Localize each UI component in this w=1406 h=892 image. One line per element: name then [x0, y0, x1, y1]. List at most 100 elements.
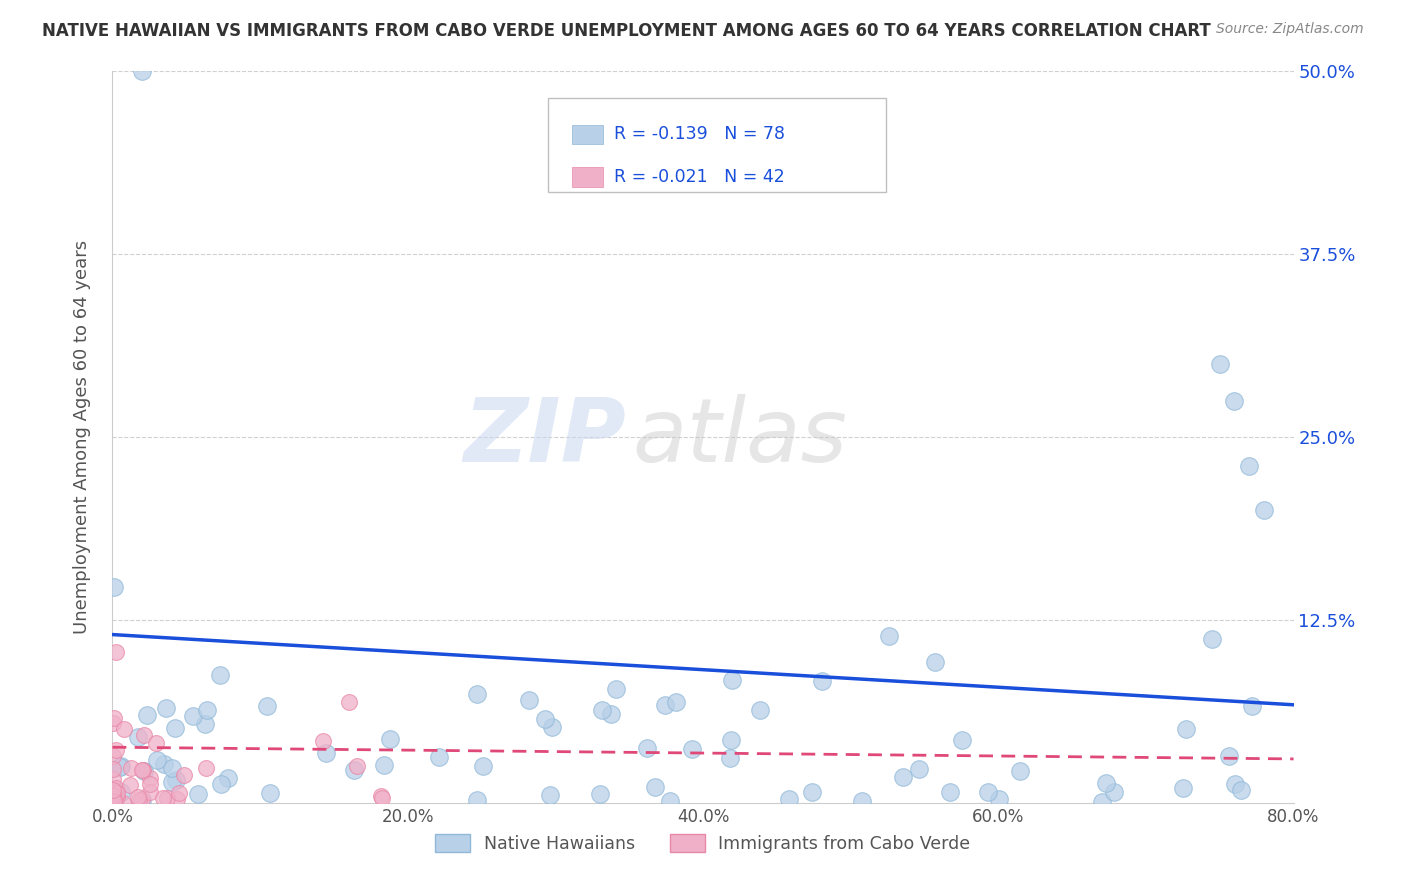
Point — [155, 701, 177, 715]
Text: atlas: atlas — [633, 394, 846, 480]
Point — [749, 702, 772, 716]
Point — [1239, 459, 1261, 474]
Point — [343, 763, 366, 777]
Point — [465, 687, 488, 701]
Point — [105, 743, 128, 757]
Point — [104, 791, 127, 805]
Point — [103, 789, 125, 803]
Point — [977, 785, 1000, 799]
Point — [167, 785, 190, 799]
Point — [1010, 764, 1032, 778]
Text: R = -0.021   N = 42: R = -0.021 N = 42 — [614, 168, 785, 186]
Point — [1201, 632, 1223, 646]
Point — [541, 720, 564, 734]
Y-axis label: Unemployment Among Ages 60 to 64 years: Unemployment Among Ages 60 to 64 years — [73, 240, 91, 634]
Point — [939, 785, 962, 799]
Point — [1230, 783, 1253, 797]
Point — [156, 790, 179, 805]
Point — [801, 785, 824, 799]
Point — [950, 732, 973, 747]
Point — [681, 742, 703, 756]
Point — [1171, 780, 1194, 795]
Point — [160, 775, 183, 789]
Point — [131, 793, 153, 807]
Point — [472, 759, 495, 773]
Point — [644, 780, 666, 795]
Point — [152, 790, 174, 805]
Point — [373, 758, 395, 772]
Point — [312, 734, 335, 748]
Point — [337, 695, 360, 709]
Point — [173, 768, 195, 782]
Point — [519, 692, 541, 706]
Point — [194, 716, 217, 731]
Point — [104, 784, 127, 798]
Point — [924, 656, 946, 670]
Point — [101, 762, 124, 776]
Point — [315, 746, 337, 760]
Point — [538, 788, 561, 802]
Point — [127, 730, 149, 744]
Point — [110, 760, 132, 774]
Point — [877, 629, 900, 643]
Point — [197, 703, 219, 717]
Point — [165, 722, 187, 736]
Point — [987, 791, 1010, 805]
Point — [380, 731, 402, 746]
Point — [427, 750, 450, 764]
Text: Source: ZipAtlas.com: Source: ZipAtlas.com — [1216, 22, 1364, 37]
Point — [1218, 749, 1240, 764]
Point — [105, 645, 128, 659]
Point — [659, 794, 682, 808]
Point — [101, 715, 124, 730]
Point — [160, 761, 183, 775]
Point — [778, 792, 800, 806]
Point — [592, 702, 614, 716]
Point — [134, 764, 156, 779]
Point — [132, 764, 155, 778]
Point — [101, 785, 124, 799]
Point — [111, 796, 134, 810]
Point — [851, 794, 873, 808]
Point — [1095, 776, 1118, 790]
Point — [720, 732, 742, 747]
Point — [533, 712, 555, 726]
Point — [105, 786, 128, 800]
Point — [127, 790, 149, 805]
Point — [371, 791, 394, 805]
Point — [131, 64, 153, 78]
Point — [891, 770, 914, 784]
Point — [370, 789, 392, 803]
Point — [636, 741, 658, 756]
Point — [120, 761, 142, 775]
Point — [139, 771, 162, 785]
Point — [195, 761, 218, 775]
Point — [718, 751, 741, 765]
Text: NATIVE HAWAIIAN VS IMMIGRANTS FROM CABO VERDE UNEMPLOYMENT AMONG AGES 60 TO 64 Y: NATIVE HAWAIIAN VS IMMIGRANTS FROM CABO … — [42, 22, 1211, 40]
Point — [589, 788, 612, 802]
Point — [600, 706, 623, 721]
Point — [465, 793, 488, 807]
Point — [181, 708, 204, 723]
Point — [166, 792, 188, 806]
Point — [139, 785, 162, 799]
Point — [103, 580, 125, 594]
Point — [908, 762, 931, 776]
Point — [1223, 393, 1246, 408]
Point — [665, 695, 688, 709]
Point — [146, 753, 169, 767]
Point — [131, 791, 153, 805]
Point — [1253, 503, 1275, 517]
Point — [1104, 785, 1126, 799]
Point — [810, 673, 832, 688]
Point — [103, 711, 125, 725]
Point — [259, 787, 281, 801]
Point — [1208, 357, 1232, 371]
Point — [139, 777, 162, 791]
Point — [104, 781, 127, 796]
Point — [103, 782, 125, 797]
Text: R = -0.139   N = 78: R = -0.139 N = 78 — [614, 126, 786, 144]
Point — [103, 789, 125, 804]
Point — [101, 772, 124, 786]
Point — [1223, 777, 1246, 791]
